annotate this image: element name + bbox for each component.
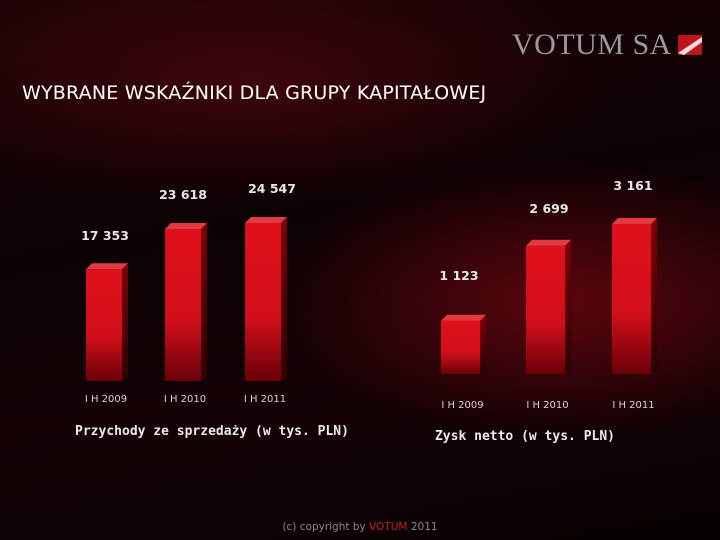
category-label: I H 2010: [164, 394, 206, 405]
bar: [441, 320, 480, 374]
bar-top: [86, 263, 128, 270]
data-label: 23 618: [159, 187, 207, 202]
bar-top: [612, 218, 657, 224]
bar-side: [480, 314, 486, 374]
bar-top: [165, 222, 207, 229]
category-label: I H 2009: [441, 400, 483, 411]
chart-1: 17 353 I H 2009 23 618 I H 2010 24 547 I H 20…: [75, 181, 349, 439]
bar: [526, 245, 565, 374]
category-label: I H 2011: [244, 394, 286, 405]
data-label: 1 123: [439, 268, 478, 283]
chart-title: Zysk netto (w tys. PLN): [435, 429, 615, 444]
bar-side: [201, 222, 207, 381]
bar-side: [122, 263, 128, 381]
bar-top: [245, 217, 287, 223]
bar-side: [651, 218, 657, 374]
logo-text: VOTUM SA: [512, 28, 672, 61]
category-label: I H 2011: [612, 400, 654, 411]
footer-prefix: (c) copyright by: [282, 521, 366, 533]
footer-year: 2011: [410, 521, 438, 533]
chart-title: Przychody ze sprzedaży (w tys. PLN): [75, 424, 349, 439]
company-logo: VOTUM SA: [512, 28, 704, 62]
bar-top: [441, 314, 486, 321]
bar-side: [281, 217, 287, 381]
bar-side: [565, 239, 571, 374]
category-label: I H 2009: [85, 394, 127, 405]
bar: [612, 224, 651, 374]
data-label: 17 353: [81, 228, 129, 243]
bar: [165, 228, 201, 381]
bar: [245, 223, 281, 381]
page-title: WYBRANE WSKAŹNIKI DLA GRUPY KAPITAŁOWEJ: [22, 82, 487, 104]
footer-brand: VOTUM: [369, 521, 408, 533]
data-label: 24 547: [248, 181, 296, 196]
data-label: 2 699: [529, 201, 568, 216]
logo-swoosh-icon: [677, 35, 702, 55]
chart-2: 1 123 I H 2009 2 699 I H 2010 3 161 I H 2011 Z…: [435, 178, 657, 444]
footer: (c) copyright by VOTUM 2011: [0, 521, 720, 533]
bar: [86, 269, 122, 381]
data-label: 3 161: [613, 178, 652, 193]
category-label: I H 2010: [526, 400, 568, 411]
bar-top: [526, 239, 571, 246]
